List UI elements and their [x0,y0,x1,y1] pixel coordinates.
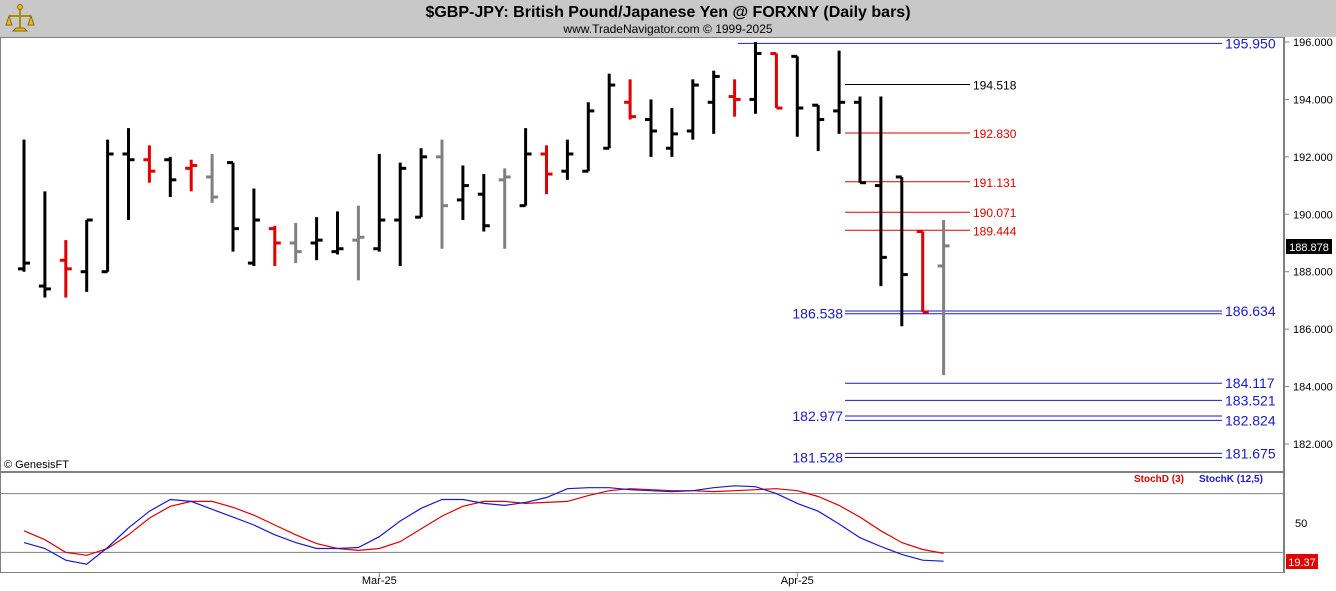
ohlc-bar [624,79,637,120]
time-tick-label: Mar-25 [362,575,397,587]
level-label: 194.518 [973,79,1017,93]
ohlc-bar [645,99,657,157]
legend-stochd: StochD (3) [1134,474,1184,485]
ohlc-bar [707,70,720,134]
level-label: 181.528 [792,450,843,466]
ohlc-bar [373,153,386,252]
level-label: 181.675 [1225,445,1276,461]
level-label: 182.824 [1225,412,1276,428]
ohlc-bar [227,161,239,252]
ohlc-bars [18,42,950,376]
ohlc-bar [352,205,365,281]
ohlc-bar [310,217,323,261]
ohlc-bar [916,230,929,314]
ohlc-bar [812,103,825,152]
chart-subtitle: www.TradeNavigator.com © 1999-2025 [562,22,772,36]
ohlc-bar [247,188,260,266]
price-tick-label: 190.000 [1293,209,1333,221]
ohlc-bar [122,128,135,221]
ohlc-bar [185,159,198,192]
logo-icon [5,4,35,32]
ohlc-bar [143,145,156,183]
level-label: 182.977 [792,408,843,424]
price-axis: 196.000 194.000 192.000 190.000 188.000 186.0… [1284,37,1333,451]
price-pane [0,37,1284,472]
last-price-tag: 188.878 [1286,239,1332,254]
stochk-line [23,485,944,565]
ohlc-bar [18,139,30,272]
ohlc-bar [895,175,908,327]
ohlc-bar [206,153,219,203]
price-levels: 195.950 194.518 192.830 191.131 190.071 189.4… [738,35,1276,466]
ohlc-bar [80,218,93,292]
ohlc-bar [436,139,448,249]
ohlc-bar [268,225,281,266]
ohlc-bar [728,79,741,117]
price-tick-label: 194.000 [1293,94,1333,106]
header-bar [0,0,1336,37]
time-tick-label: Apr-25 [781,575,814,587]
ohlc-bar [38,191,51,298]
level-label: 195.950 [1225,35,1276,51]
ohlc-bar [561,139,574,180]
stochastic-indicator: 50 [1,485,1307,565]
price-tick-label: 184.000 [1293,382,1333,394]
ohlc-bar [665,108,678,157]
level-label: 183.521 [1225,392,1276,408]
level-label: 190.071 [973,206,1017,220]
ohlc-bar [833,50,846,134]
price-tick-label: 196.000 [1293,37,1333,49]
ohlc-bar [519,128,532,208]
ohlc-bar [331,211,344,255]
level-label: 189.444 [973,224,1017,238]
last-price-label: 188.878 [1289,242,1329,254]
ohlc-bar [791,54,804,137]
ohlc-bar [854,96,866,185]
stochd-line [23,488,944,556]
level-label: 184.117 [1225,375,1275,391]
ohlc-bar [686,79,699,140]
time-axis: Mar-25 Apr-25 [362,573,814,587]
ohlc-bar [770,51,783,110]
genesis-copyright: © GenesisFT [4,459,69,471]
level-label: 191.131 [973,176,1017,190]
level-label: 186.634 [1225,303,1276,319]
stoch-value-tag: 19.37 [1286,554,1318,569]
ohlc-bar [289,222,302,264]
level-label: 186.538 [792,306,843,322]
ohlc-bar [749,42,762,114]
ohlc-bar [498,168,511,249]
chart-title: $GBP-JPY: British Pound/Japanese Yen @ F… [425,4,910,21]
ohlc-bar [59,240,72,298]
stoch-tick-label: 50 [1295,518,1307,530]
price-tick-label: 182.000 [1293,439,1333,451]
ohlc-bar [603,73,616,150]
ohlc-bar [874,96,887,287]
ohlc-bar [540,145,553,195]
ohlc-bar [456,165,469,221]
ohlc-bar [415,148,428,219]
stoch-last-value: 19.37 [1288,557,1316,569]
ohlc-bar [394,162,407,266]
ohlc-bar [101,139,114,274]
ohlc-bar [937,220,950,376]
price-tick-label: 186.000 [1293,324,1333,336]
price-tick-label: 192.000 [1293,152,1333,164]
ohlc-bar [582,102,595,173]
legend-stochk: StochK (12,5) [1199,474,1263,485]
ohlc-bar [477,174,490,232]
ohlc-bar [164,156,177,198]
stochastic-pane [0,472,1284,573]
level-label: 192.830 [973,127,1017,141]
price-tick-label: 188.000 [1293,267,1333,279]
